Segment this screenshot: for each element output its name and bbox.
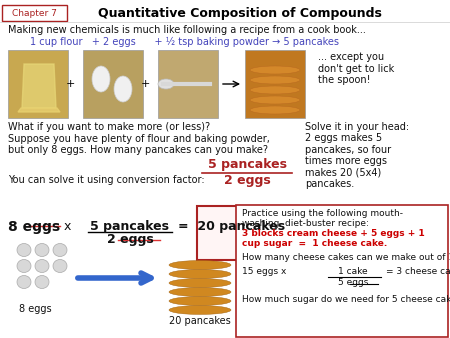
Ellipse shape: [169, 279, 231, 288]
Ellipse shape: [17, 260, 31, 272]
Text: 2 eggs makes 5
pancakes, so four
times more eggs
makes 20 (5x4)
pancakes.: 2 eggs makes 5 pancakes, so four times m…: [305, 133, 391, 189]
Text: How much sugar do we need for 5 cheese cakes?  (5): How much sugar do we need for 5 cheese c…: [242, 295, 450, 304]
Ellipse shape: [169, 296, 231, 306]
Ellipse shape: [35, 275, 49, 289]
Text: What if you want to make more (or less)?
Suppose you have plenty of flour and ba: What if you want to make more (or less)?…: [8, 122, 270, 155]
Text: Practice using the following mouth-
washing, diet-buster recipe:: Practice using the following mouth- wash…: [242, 209, 403, 228]
FancyBboxPatch shape: [236, 205, 448, 337]
Text: 2 eggs: 2 eggs: [107, 233, 153, 246]
Text: 8 eggs: 8 eggs: [19, 304, 51, 314]
Ellipse shape: [114, 76, 132, 102]
Ellipse shape: [250, 96, 300, 104]
Ellipse shape: [53, 260, 67, 272]
FancyBboxPatch shape: [8, 50, 68, 118]
Text: +: +: [140, 79, 150, 89]
FancyBboxPatch shape: [158, 50, 218, 118]
Ellipse shape: [169, 269, 231, 279]
Ellipse shape: [250, 76, 300, 84]
Text: =  20 pancakes: = 20 pancakes: [178, 220, 285, 233]
Ellipse shape: [35, 243, 49, 257]
Text: 1 cup flour   + 2 eggs      + ½ tsp baking powder → 5 pancakes: 1 cup flour + 2 eggs + ½ tsp baking powd…: [30, 37, 339, 47]
Text: = 3 cheese cakes: = 3 cheese cakes: [386, 267, 450, 276]
FancyBboxPatch shape: [245, 50, 305, 118]
Text: 1 cake: 1 cake: [338, 267, 368, 276]
Ellipse shape: [158, 79, 174, 89]
Ellipse shape: [250, 106, 300, 114]
FancyBboxPatch shape: [83, 50, 143, 118]
Ellipse shape: [169, 261, 231, 269]
Ellipse shape: [169, 306, 231, 314]
Text: 20 pancakes: 20 pancakes: [169, 316, 231, 326]
Text: 3 blocks cream cheese + 5 eggs + 1
cup sugar  =  1 cheese cake.: 3 blocks cream cheese + 5 eggs + 1 cup s…: [242, 229, 425, 248]
Text: Quantitative Composition of Compounds: Quantitative Composition of Compounds: [98, 6, 382, 20]
Text: How many cheese cakes can we make out of 15 eggs?: How many cheese cakes can we make out of…: [242, 253, 450, 262]
Ellipse shape: [17, 243, 31, 257]
Text: 2 eggs: 2 eggs: [224, 174, 270, 187]
FancyBboxPatch shape: [2, 5, 67, 21]
Text: 5 eggs: 5 eggs: [338, 278, 368, 287]
Text: 5 pancakes: 5 pancakes: [207, 158, 287, 171]
FancyBboxPatch shape: [197, 206, 297, 260]
Text: x: x: [64, 220, 72, 233]
Text: Making new chemicals is much like following a recipe from a cook book...: Making new chemicals is much like follow…: [8, 25, 366, 35]
Text: Chapter 7: Chapter 7: [12, 8, 56, 18]
Text: ... except you
don't get to lick
the spoon!: ... except you don't get to lick the spo…: [318, 52, 394, 85]
Ellipse shape: [17, 275, 31, 289]
Ellipse shape: [35, 260, 49, 272]
Text: You can solve it using conversion factor:: You can solve it using conversion factor…: [8, 175, 205, 185]
Ellipse shape: [169, 288, 231, 296]
Ellipse shape: [92, 66, 110, 92]
Text: 5 pancakes: 5 pancakes: [90, 220, 170, 233]
Ellipse shape: [250, 66, 300, 74]
Polygon shape: [18, 108, 60, 112]
Ellipse shape: [250, 86, 300, 94]
Text: 15 eggs x: 15 eggs x: [242, 267, 286, 276]
Polygon shape: [22, 64, 56, 108]
Text: +: +: [65, 79, 75, 89]
Text: Solve it in your head:: Solve it in your head:: [305, 122, 409, 132]
Ellipse shape: [53, 243, 67, 257]
Text: 8 eggs: 8 eggs: [8, 220, 60, 234]
